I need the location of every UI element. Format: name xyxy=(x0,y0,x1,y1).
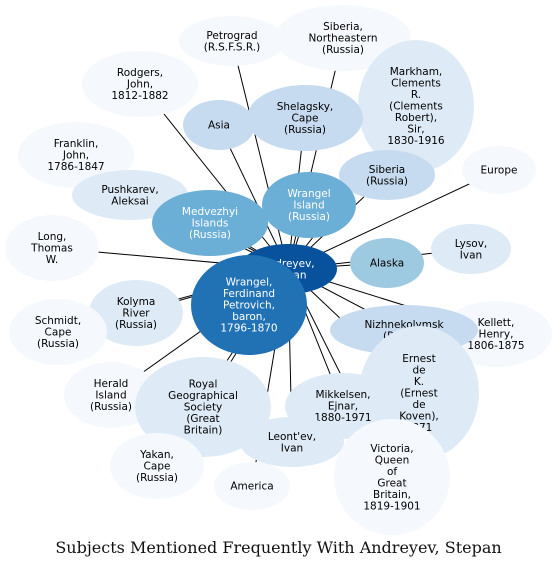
node-label: Franklin, John, 1786-1847 xyxy=(47,138,104,173)
node-ellipse xyxy=(247,85,363,151)
node-schmidt[interactable]: Schmidt, Cape (Russia) xyxy=(9,299,107,365)
node-victoria[interactable]: Victoria, Queen of Great Britain, 1819-1901 xyxy=(334,419,450,535)
node-ellipse xyxy=(89,280,183,346)
node-asia[interactable]: Asia xyxy=(183,100,255,150)
node-ellipse xyxy=(262,172,356,238)
node-label: Medvezhyi Islands (Russia) xyxy=(182,206,238,241)
node-rgs[interactable]: Royal Geographical Society (Great Britain) xyxy=(135,357,271,457)
node-ellipse xyxy=(462,146,536,194)
node-label: Royal Geographical Society (Great Britain) xyxy=(168,379,238,437)
node-lysov[interactable]: Lysov, Ivan xyxy=(431,224,511,274)
node-label: Long, Thomas W. xyxy=(30,231,73,266)
edge-petrograd xyxy=(231,40,289,270)
node-ellipse xyxy=(334,419,450,535)
node-label: Wrangel Island (Russia) xyxy=(287,188,330,223)
node-label: Lysov, Ivan xyxy=(455,238,488,262)
node-label: Pushkarev, Aleksai xyxy=(101,184,158,208)
node-siberia[interactable]: Siberia (Russia) xyxy=(339,150,435,200)
node-label: Kolyma River (Russia) xyxy=(115,296,157,331)
node-ellipse xyxy=(350,238,424,288)
node-europe[interactable]: Europe xyxy=(462,146,536,194)
graph-caption: Subjects Mentioned Frequently With Andre… xyxy=(55,538,502,557)
node-label: Petrograd (R.S.F.S.R.) xyxy=(204,30,260,54)
node-label: Yakan, Cape (Russia) xyxy=(136,449,178,484)
node-label: Rodgers, John, 1812-1882 xyxy=(111,67,168,102)
node-ellipse xyxy=(214,462,290,510)
node-ellipse xyxy=(64,362,158,428)
node-leontev[interactable]: Leont'ev, Ivan xyxy=(240,417,344,467)
node-america[interactable]: America xyxy=(214,462,290,510)
edge-rodgers xyxy=(139,83,289,270)
node-markham[interactable]: Markham, Clements R. (Clements Robert), Sir, 1… xyxy=(358,40,474,172)
node-alaska[interactable]: Alaska xyxy=(350,238,424,288)
node-label: Wrangel, Ferdinand Petrovich, baron, 1796-18… xyxy=(220,277,277,335)
node-ellipse xyxy=(18,122,134,188)
node-siberia-ne[interactable]: Siberia, Northeastern (Russia) xyxy=(275,5,411,71)
node-label: Mikkelsen, Ejnar, 1880-1971 xyxy=(314,389,371,424)
node-label: Siberia, Northeastern (Russia) xyxy=(308,21,377,56)
node-ellipse xyxy=(82,51,198,117)
node-yakan[interactable]: Yakan, Cape (Russia) xyxy=(110,433,204,499)
node-ellipse xyxy=(275,5,411,71)
node-medvezhyi[interactable]: Medvezhyi Islands (Russia) xyxy=(152,190,268,256)
node-ellipse xyxy=(183,100,255,150)
node-ellipse xyxy=(191,255,307,355)
node-ellipse xyxy=(339,150,435,200)
node-label: America xyxy=(230,481,273,493)
node-label: Schmidt, Cape (Russia) xyxy=(35,315,81,350)
node-label: Victoria, Queen of Great Britain, 1819-1901 xyxy=(363,443,420,513)
node-ellipse xyxy=(179,16,285,66)
node-rodgers[interactable]: Rodgers, John, 1812-1882 xyxy=(82,51,198,117)
node-ellipse xyxy=(358,40,474,172)
node-label: Alaska xyxy=(370,258,404,270)
node-kolyma[interactable]: Kolyma River (Russia) xyxy=(89,280,183,346)
node-label: Siberia (Russia) xyxy=(366,164,408,188)
node-label: Europe xyxy=(481,165,518,177)
node-label: Asia xyxy=(208,120,230,132)
node-label: Leont'ev, Ivan xyxy=(268,431,316,455)
node-shelagsky[interactable]: Shelagsky, Cape (Russia) xyxy=(247,85,363,151)
node-ellipse xyxy=(431,224,511,274)
node-long[interactable]: Long, Thomas W. xyxy=(5,215,99,281)
node-petrograd[interactable]: Petrograd (R.S.F.S.R.) xyxy=(179,16,285,66)
node-ellipse xyxy=(5,215,99,281)
node-wrangel-island[interactable]: Wrangel Island (Russia) xyxy=(262,172,356,238)
node-label: Shelagsky, Cape (Russia) xyxy=(277,101,334,136)
node-franklin[interactable]: Franklin, John, 1786-1847 xyxy=(18,122,134,188)
node-label: Markham, Clements R. (Clements Robert), Sir, 1… xyxy=(387,66,445,147)
node-label: Kellett, Henry, 1806-1875 xyxy=(467,317,524,352)
node-ellipse xyxy=(152,190,268,256)
node-ellipse xyxy=(9,299,107,365)
node-label: Herald Island (Russia) xyxy=(90,378,132,413)
node-layer: Siberia, Northeastern (Russia) Petrograd (R.… xyxy=(5,5,552,535)
node-ellipse xyxy=(110,433,204,499)
node-herald[interactable]: Herald Island (Russia) xyxy=(64,362,158,428)
node-ellipse xyxy=(135,357,271,457)
co-occurrence-graph: Siberia, Northeastern (Russia) Petrograd (R.… xyxy=(5,5,552,535)
node-wrangel-ferdinand[interactable]: Wrangel, Ferdinand Petrovich, baron, 1796-18… xyxy=(191,255,307,355)
node-ellipse xyxy=(240,417,344,467)
